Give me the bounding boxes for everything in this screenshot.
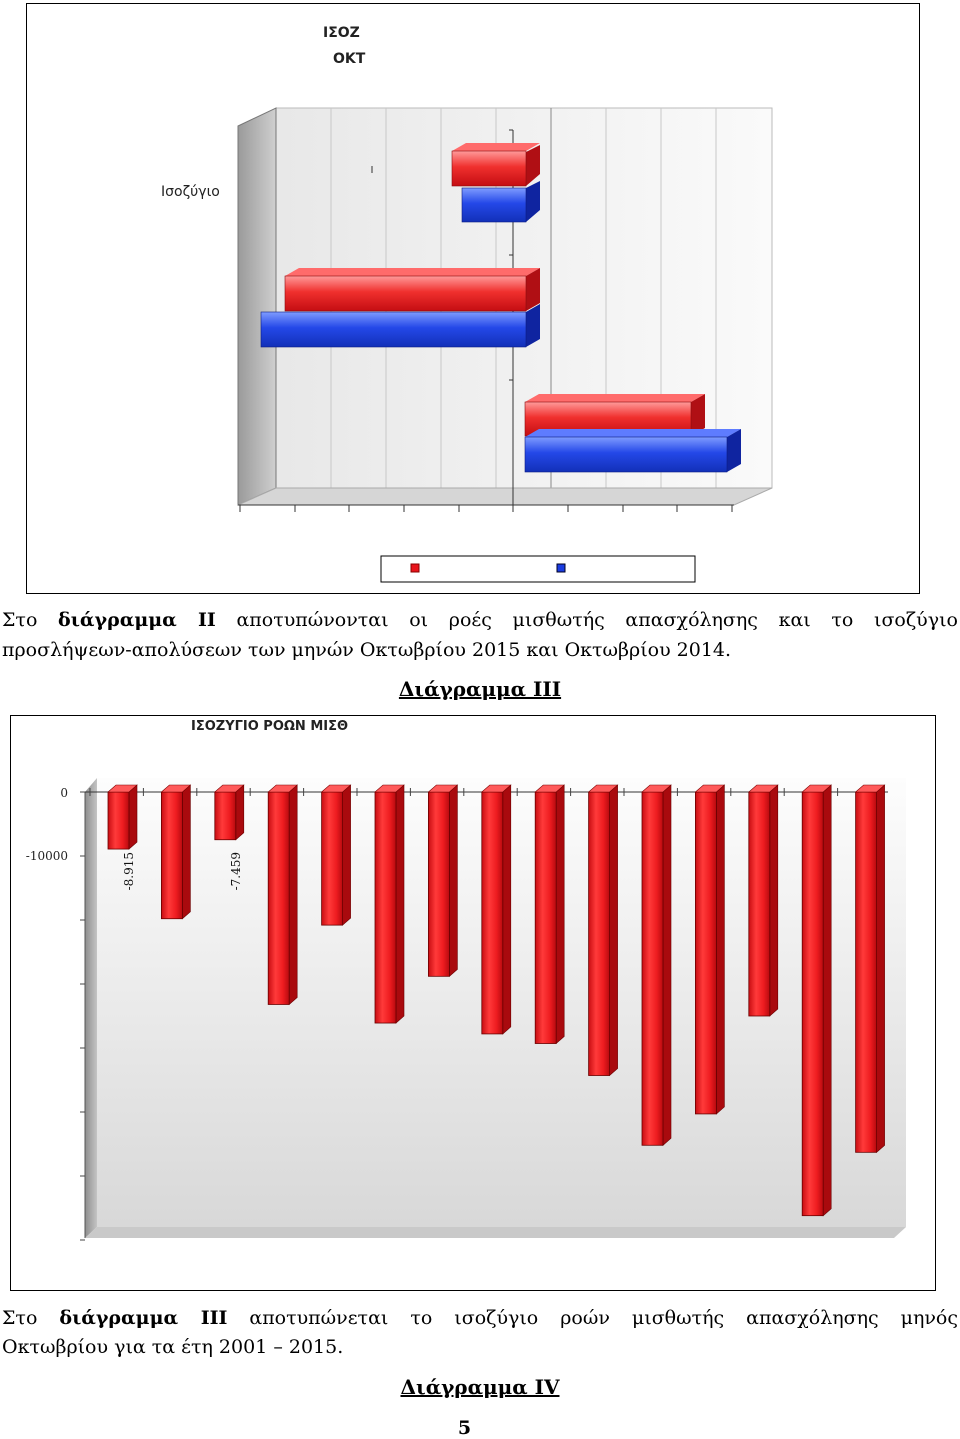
chart-2-legend [380, 555, 696, 583]
chart-2-x-ticks [239, 505, 733, 512]
chart-3-ytick-minus-10000: -10000 [26, 849, 68, 863]
chart-2-side-wall [237, 107, 277, 506]
chart-2-bar-hirings-blue [524, 429, 741, 473]
diagram-3-heading: Διάγραμμα ΙΙΙ [398, 677, 562, 701]
paragraph-1-line-2: προσλήψεων-απολύσεων των μηνών Οκτωβρίου… [2, 639, 732, 661]
chart-3-bar [374, 784, 405, 1024]
chart-2-plot [237, 107, 773, 583]
chart-3-bar [267, 784, 298, 1006]
chart-2-bar-balance-blue [461, 181, 540, 223]
chart-3-x-ticks [89, 788, 839, 796]
chart-3-bar [427, 784, 459, 977]
chart-3-bar [587, 784, 619, 1077]
chart-2-legend-swatch-2015 [410, 563, 420, 573]
paragraph-2-prefix: Στο [2, 1307, 60, 1329]
paragraph-1-prefix: Στο [2, 609, 59, 631]
chart-3-plot: 0 -10000 -8.915 -7.459 [26, 778, 906, 1241]
chart-3-data-label: -8.915 [122, 852, 136, 890]
chart-2-category-label: Ισοζύγιο [161, 184, 220, 200]
chart-3-ytick-0: 0 [60, 786, 68, 800]
paragraph-2-bold: διάγραμμα ΙΙΙ [59, 1307, 228, 1329]
chart-2-bar-departures-red [284, 268, 540, 312]
paragraph-1-line-1: Στο διάγραμμα ΙΙ αποτυπώνονται οι ροές μ… [2, 607, 958, 634]
chart-3-bar [214, 784, 245, 841]
chart-3-bar [107, 784, 138, 850]
chart-3-bar [748, 784, 779, 1017]
diagram-4-heading: Διάγραμμα ΙV [400, 1375, 560, 1399]
paragraph-1-rest: αποτυπώνονται οι ροές μισθωτής απασχόλησ… [215, 609, 958, 631]
chart-3-bar [160, 784, 192, 920]
paragraph-2-rest: αποτυπώνεται το ισοζύγιο ροών μισθωτής α… [227, 1307, 958, 1329]
chart-3-bars: -8.915 -7.459 [107, 784, 886, 1217]
chart-3-floor [85, 1227, 906, 1238]
chart-3-bar [854, 784, 886, 1153]
page-number: 5 [457, 1417, 472, 1439]
chart-3-side-wall [85, 778, 97, 1238]
chart-2-floor [237, 487, 773, 506]
chart-2-bar-departures-blue [260, 304, 540, 348]
chart-3-bar [641, 784, 672, 1146]
chart-3-y-ticks [80, 791, 85, 1241]
chart-3-bar [320, 784, 352, 926]
chart-3-bar [801, 784, 832, 1217]
chart-3-data-label: -7.459 [229, 852, 243, 890]
chart-2-title-line2: ΟΚΤ [333, 51, 366, 67]
paragraph-2-line-1: Στο διάγραμμα ΙΙΙ αποτυπώνεται το ισοζύγ… [2, 1305, 958, 1332]
chart-3-bar [481, 784, 512, 1035]
chart-2-title-line1: ΙΣΟΖ [323, 25, 360, 41]
chart-2-y-ticks [509, 129, 513, 381]
chart-2-bar-balance-red [451, 143, 540, 187]
chart-2-legend-swatch-2014 [556, 563, 566, 573]
chart-3-bar [534, 784, 565, 1045]
paragraph-2-line-2: Οκτωβρίου για τα έτη 2001 – 2015. [2, 1336, 344, 1358]
chart-3-title: ΙΣΟΖΥΓΙΟ ΡΟΩΝ ΜΙΣΘ [191, 719, 349, 734]
paragraph-1-bold: διάγραμμα ΙΙ [58, 609, 216, 631]
chart-3-bar [694, 784, 726, 1115]
